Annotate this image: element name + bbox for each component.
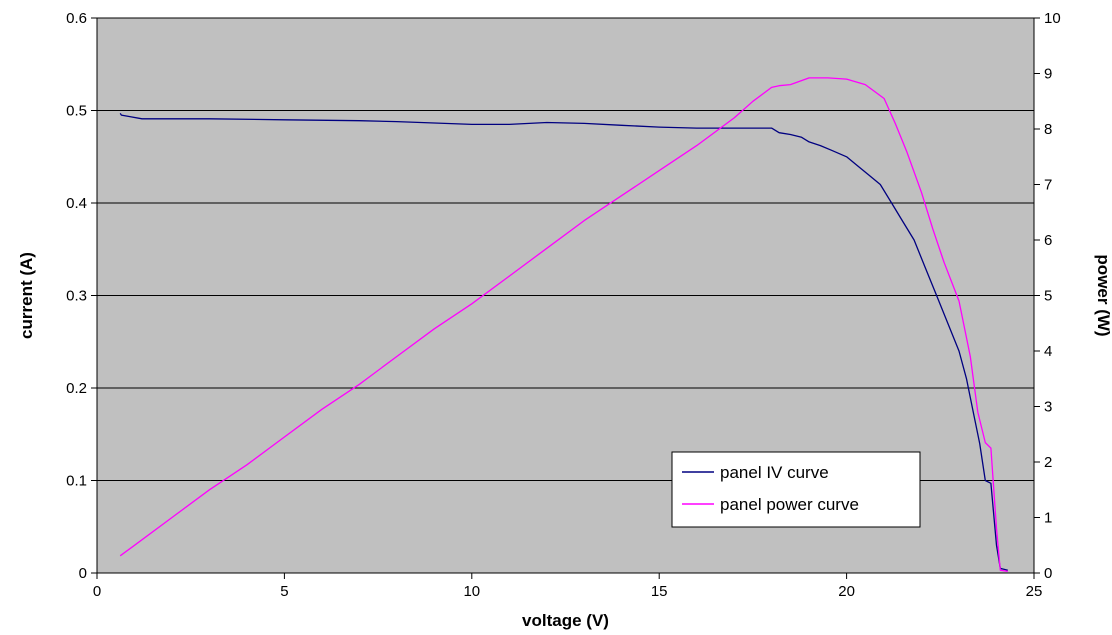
y2-tick-label: 5	[1044, 288, 1052, 305]
y2-tick-label: 0	[1044, 565, 1052, 582]
x-axis-title: voltage (V)	[522, 611, 609, 630]
y2-tick-label: 10	[1044, 10, 1061, 27]
y-tick-label: 0.4	[66, 195, 87, 212]
x-tick-label: 20	[838, 583, 855, 600]
y2-tick-label: 6	[1044, 232, 1052, 249]
x-tick-label: 0	[93, 583, 101, 600]
x-tick-label: 15	[651, 583, 668, 600]
x-axis-ticks: 0 5 10 15 20 25	[93, 573, 1043, 600]
x-tick-label: 10	[463, 583, 480, 600]
legend: panel IV curve panel power curve	[671, 451, 921, 528]
gridlines	[97, 17, 1034, 481]
y-axis-title: current (A)	[17, 252, 36, 339]
y-tick-label: 0.6	[66, 10, 87, 27]
y2-axis-title: power (W)	[1094, 254, 1112, 336]
series-line-iv-curve	[119, 112, 1008, 571]
series	[119, 77, 1008, 572]
y2-tick-label: 9	[1044, 66, 1052, 83]
y-tick-label: 0	[79, 565, 87, 582]
legend-box	[671, 451, 921, 528]
x-tick-label: 5	[280, 583, 288, 600]
right-axis-ticks: 0 1 2 3 4 5 6 7 8 9 10	[1034, 10, 1061, 582]
x-tick-label: 25	[1026, 583, 1043, 600]
y-tick-label: 0.2	[66, 380, 87, 397]
y2-tick-label: 1	[1044, 510, 1052, 527]
y2-tick-label: 3	[1044, 399, 1052, 416]
y2-tick-label: 2	[1044, 454, 1052, 471]
series-line-power-curve	[119, 77, 1008, 572]
y2-tick-label: 8	[1044, 121, 1052, 138]
y2-tick-label: 7	[1044, 177, 1052, 194]
legend-label: panel IV curve	[720, 463, 829, 482]
y-tick-label: 0.1	[66, 473, 87, 490]
y2-tick-label: 4	[1044, 343, 1052, 360]
y-tick-label: 0.3	[66, 288, 87, 305]
y-tick-label: 0.5	[66, 103, 87, 120]
left-axis-ticks: 0 0.1 0.2 0.3 0.4 0.5 0.6	[66, 10, 97, 582]
legend-label: panel power curve	[720, 495, 859, 514]
